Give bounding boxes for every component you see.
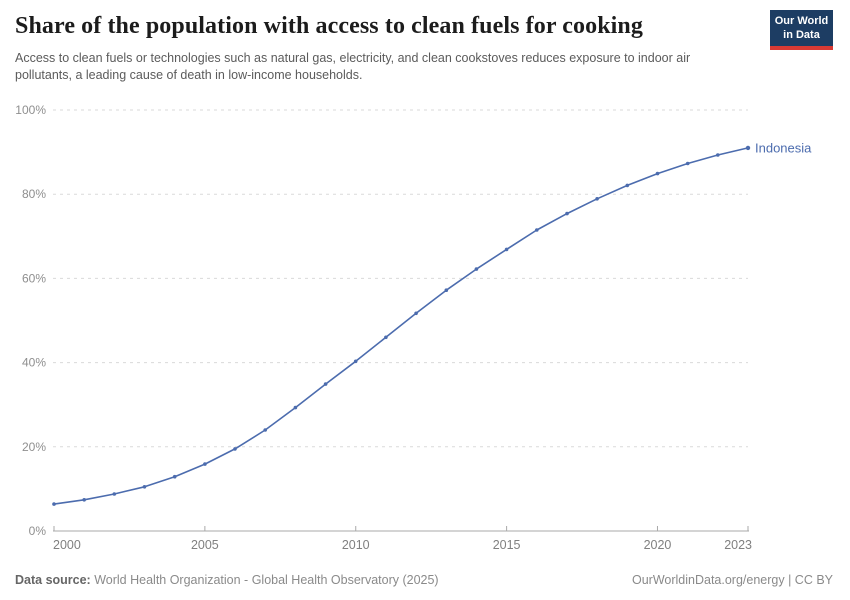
- chart-subtitle: Access to clean fuels or technologies su…: [15, 50, 691, 83]
- license-link[interactable]: OurWorldinData.org/energy | CC BY: [631, 573, 833, 587]
- owid-logo-stripe: [770, 45, 833, 50]
- data-point[interactable]: [323, 382, 328, 386]
- y-axis-tick-label: 80%: [22, 187, 46, 201]
- data-point[interactable]: [263, 428, 268, 432]
- series-line: [53, 147, 749, 505]
- y-axis-tick-label: 60%: [22, 271, 46, 285]
- series-label[interactable]: Indonesia: [755, 140, 812, 155]
- y-axis-tick-label: 40%: [22, 356, 46, 370]
- data-source[interactable]: Data source: World Health Organization -…: [15, 573, 439, 587]
- data-point[interactable]: [203, 462, 207, 466]
- data-point[interactable]: [233, 447, 237, 451]
- x-axis-tick-label: 2005: [191, 538, 219, 552]
- data-point[interactable]: [353, 359, 358, 364]
- x-axis-tick-label: 2023: [724, 538, 752, 552]
- data-point[interactable]: [444, 288, 449, 293]
- data-point[interactable]: [504, 247, 509, 252]
- data-source-label: Data source:: [15, 573, 91, 587]
- data-point[interactable]: [655, 171, 660, 176]
- data-point[interactable]: [384, 335, 388, 340]
- data-point[interactable]: [474, 267, 479, 271]
- data-point[interactable]: [82, 498, 86, 502]
- data-point[interactable]: [595, 197, 599, 201]
- owid-logo-text: Our World in Data: [770, 10, 833, 46]
- x-axis-tick-label: 2015: [493, 538, 521, 552]
- page-title: Share of the population with access to c…: [15, 13, 643, 39]
- data-point[interactable]: [112, 492, 117, 496]
- data-point[interactable]: [172, 474, 177, 479]
- chart-header: Share of the population with access to c…: [15, 13, 755, 85]
- y-axis-tick-label: 20%: [22, 440, 46, 454]
- data-point[interactable]: [52, 502, 56, 506]
- owid-logo[interactable]: Our World in Data: [770, 10, 833, 50]
- data-point[interactable]: [625, 183, 630, 188]
- data-point[interactable]: [745, 145, 751, 151]
- x-axis-tick-label: 2020: [644, 538, 672, 552]
- data-source-text: World Health Organization - Global Healt…: [94, 573, 439, 587]
- y-axis-tick-label: 100%: [15, 103, 46, 117]
- data-point[interactable]: [685, 161, 690, 166]
- line-chart[interactable]: 0% 20% 40% 60% 80% 100% 2000 2005 2010 2015 2020 20…: [0, 0, 850, 560]
- data-point[interactable]: [293, 405, 298, 410]
- data-point[interactable]: [535, 228, 539, 232]
- x-axis-tick-label: 2010: [342, 538, 370, 552]
- data-point[interactable]: [142, 485, 147, 489]
- chart-footer: Data source: World Health Organization -…: [15, 573, 833, 587]
- x-axis-tick-label: 2000: [53, 538, 81, 552]
- y-axis-tick-label: 0%: [29, 524, 47, 538]
- data-point[interactable]: [565, 211, 569, 216]
- data-point[interactable]: [716, 153, 720, 157]
- data-point[interactable]: [414, 311, 418, 316]
